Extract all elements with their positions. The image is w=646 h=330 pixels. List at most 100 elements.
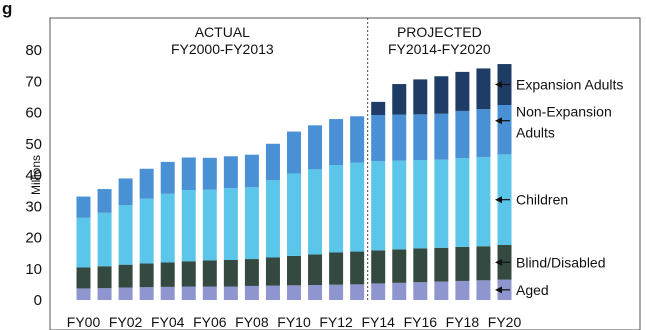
bar-segment-expansion-adults [455,71,470,111]
bar-segment-blind-disabled [329,252,344,285]
bar-segment-blind-disabled [76,267,91,289]
annotation-label: Adults [516,125,555,141]
x-tick-label: FY04 [151,314,185,330]
y-axis-label: Millions [29,155,43,195]
x-tick-label: FY14 [361,314,395,330]
bar-segment-non-expansion-adults [160,161,175,194]
bar-segment-children [287,173,301,256]
bar-segment-non-expansion-adults [181,157,196,190]
annotation-label: Non-Expansion [516,104,612,120]
bar-segment-children [476,157,491,247]
bar-segment-aged [392,282,407,300]
bar-segment-non-expansion-adults [265,143,280,181]
bar-segment-children [371,161,386,251]
bar-segment-children [244,187,259,260]
bar-segment-children [202,189,217,261]
bar-segment-non-expansion-adults [244,154,259,188]
period-label-line1: ACTUAL [195,24,250,40]
x-tick-label: FY00 [67,314,101,330]
bar-segment-children [413,160,428,249]
bar-segment-blind-disabled [434,247,449,282]
x-tick-label: FY18 [446,314,480,330]
x-axis: FY00 FY02 FY04 FY06 FY08 FY10 FY12 FY14 FY16 FY18… [67,314,522,330]
y-tick-label: 80 [25,42,42,59]
bar-segment-children [97,212,112,267]
arrow-head-icon [495,258,502,266]
x-tick-label: FY12 [319,314,353,330]
bar-segment-expansion-adults [413,79,428,115]
bar-segment-non-expansion-adults [329,119,344,165]
bar-segment-aged [413,282,428,300]
bar-segment-aged [223,286,238,300]
period-label-line2: FY2014-FY2020 [388,41,491,57]
y-axis: 0 10 20 30 40 50 60 70 80 [25,42,42,309]
bar-segment-aged [476,280,491,300]
y-tick-label: 10 [25,261,42,278]
bar-segment-aged [97,288,112,301]
bar-segment-children [392,160,407,250]
bar-segment-expansion-adults [476,68,491,110]
plot-frame [49,17,641,330]
annotation-label: Children [516,192,568,208]
bar-segment-blind-disabled [118,264,133,288]
bar-segment-children [223,188,238,261]
bar-segment-children [160,193,175,263]
bar-segment-blind-disabled [202,260,217,287]
bar-segment-non-expansion-adults [413,114,428,161]
bar-segment-aged [118,287,133,300]
y-tick-label: 40 [25,167,42,184]
bar-segment-blind-disabled [392,249,407,283]
bar-segment-blind-disabled [455,246,470,281]
period-label-line2: FY2000-FY2013 [171,41,274,57]
bar-segment-non-expansion-adults [497,105,512,155]
bar-segment-aged [139,287,154,300]
series-annotations: Expansion Adults Non-Expansion Adults Child… [495,77,623,298]
bar-segment-aged [265,285,280,301]
bar-segment-blind-disabled [97,266,112,289]
bar-segment-aged [202,286,217,300]
bar-segment-aged [455,280,470,300]
chart-title-fragment: g [2,0,12,18]
bar-segment-aged [181,286,196,300]
bar-segment-blind-disabled [181,261,196,287]
period-label-line1: PROJECTED [397,24,482,40]
y-tick-label: 20 [25,230,42,247]
bar-segment-aged [371,283,386,300]
bar-segment-blind-disabled [223,260,238,287]
bar-segment-blind-disabled [244,259,259,286]
x-tick-label: FY16 [404,314,438,330]
bar-segment-children [76,217,91,268]
bars-group [76,64,512,301]
bar-segment-expansion-adults [434,76,449,114]
bar-segment-non-expansion-adults [76,196,91,218]
bar-segment-aged [329,284,344,300]
y-tick-label: 0 [34,292,42,309]
bar-segment-children [265,180,280,258]
y-tick-label: 70 [25,73,42,90]
annotation-label: Expansion Adults [516,77,623,93]
bar-segment-aged [287,285,301,300]
bar-segment-blind-disabled [308,254,323,286]
arrow-head-icon [495,81,502,89]
bar-segment-blind-disabled [139,263,154,288]
bar-segment-aged [350,284,365,301]
bar-segment-aged [308,285,323,300]
bar-segment-children [329,165,344,253]
bar-segment-blind-disabled [413,248,428,283]
bar-segment-children [118,205,133,265]
bar-segment-children [434,159,449,248]
bar-segment-non-expansion-adults [434,113,449,160]
bar-segment-non-expansion-adults [392,114,407,161]
bar-segment-non-expansion-adults [371,115,386,162]
bar-segment-non-expansion-adults [350,116,365,163]
bar-segment-blind-disabled [160,262,175,287]
bar-segment-children [139,198,154,264]
bar-segment-non-expansion-adults [476,109,491,158]
x-tick-label: FY10 [277,314,311,330]
bar-segment-aged [434,281,449,300]
x-tick-label: FY08 [235,314,269,330]
bar-segment-blind-disabled [350,251,365,285]
